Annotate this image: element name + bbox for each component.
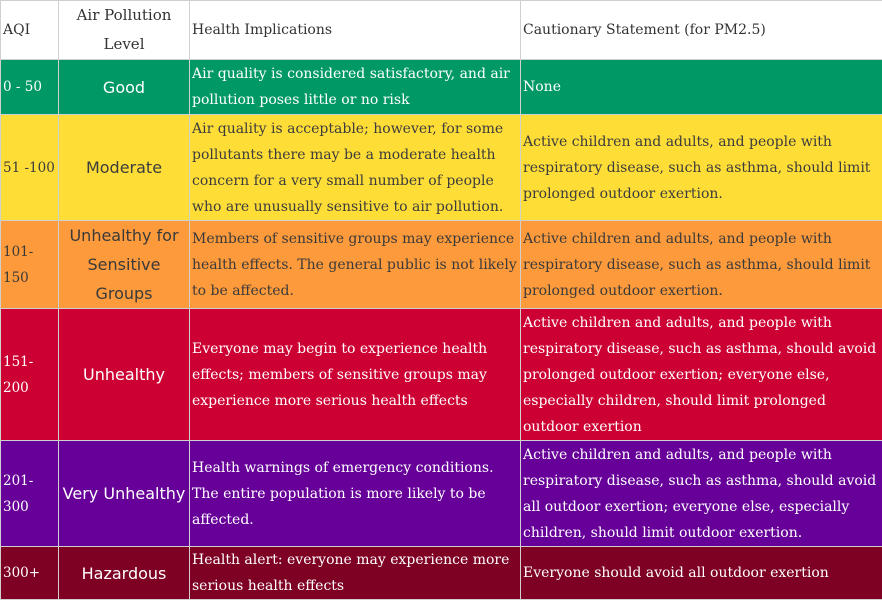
cautionary-statement-cell: Active children and adults, and people w… (521, 309, 882, 441)
table-row-unhealthy-for-sensitive-groups: 101-150 Unhealthy for Sensitive Groups M… (1, 221, 882, 309)
health-implications-cell: Air quality is considered satisfactory, … (190, 60, 521, 115)
table-row-moderate: 51 -100 Moderate Air quality is acceptab… (1, 115, 882, 221)
header-air-pollution-level: Air Pollution Level (59, 1, 190, 60)
table-row-unhealthy: 151-200 Unhealthy Everyone may begin to … (1, 309, 882, 441)
table-row-hazardous: 300+ Hazardous Health alert: everyone ma… (1, 547, 882, 600)
pollution-level-cell: Very Unhealthy (59, 441, 190, 547)
header-health-implications: Health Implications (190, 1, 521, 60)
cautionary-statement-cell: Active children and adults, and people w… (521, 441, 882, 547)
aqi-range-cell: 300+ (1, 547, 59, 600)
pollution-level-cell: Hazardous (59, 547, 190, 600)
cautionary-statement-cell: None (521, 60, 882, 115)
table-header-row: AQI Air Pollution Level Health Implicati… (1, 1, 882, 60)
health-implications-cell: Air quality is acceptable; however, for … (190, 115, 521, 221)
aqi-range-cell: 201-300 (1, 441, 59, 547)
health-implications-cell: Health warnings of emergency conditions.… (190, 441, 521, 547)
cautionary-statement-cell: Active children and adults, and people w… (521, 115, 882, 221)
table-row-good: 0 - 50 Good Air quality is considered sa… (1, 60, 882, 115)
pollution-level-cell: Moderate (59, 115, 190, 221)
table-row-very-unhealthy: 201-300 Very Unhealthy Health warnings o… (1, 441, 882, 547)
pollution-level-cell: Unhealthy (59, 309, 190, 441)
health-implications-cell: Members of sensitive groups may experien… (190, 221, 521, 309)
aqi-range-cell: 101-150 (1, 221, 59, 309)
pollution-level-cell: Good (59, 60, 190, 115)
aqi-range-cell: 151-200 (1, 309, 59, 441)
header-aqi: AQI (1, 1, 59, 60)
cautionary-statement-cell: Everyone should avoid all outdoor exerti… (521, 547, 882, 600)
aqi-range-cell: 51 -100 (1, 115, 59, 221)
cautionary-statement-cell: Active children and adults, and people w… (521, 221, 882, 309)
header-cautionary-statement: Cautionary Statement (for PM2.5) (521, 1, 882, 60)
health-implications-cell: Everyone may begin to experience health … (190, 309, 521, 441)
aqi-range-cell: 0 - 50 (1, 60, 59, 115)
pollution-level-cell: Unhealthy for Sensitive Groups (59, 221, 190, 309)
health-implications-cell: Health alert: everyone may experience mo… (190, 547, 521, 600)
